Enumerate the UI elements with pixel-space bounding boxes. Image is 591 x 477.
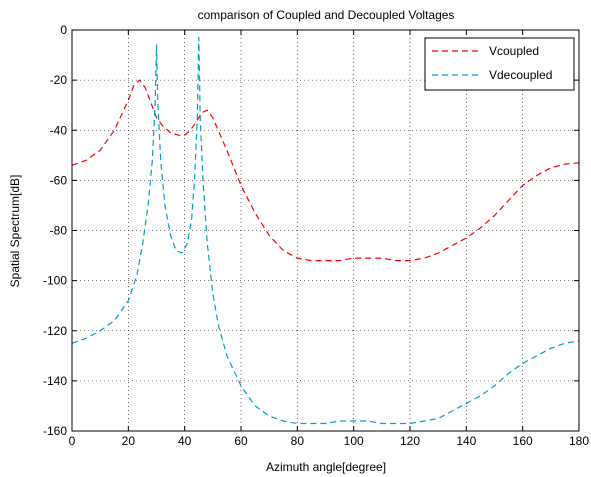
- y-tick-label: -160: [43, 424, 67, 438]
- grid-lines: [72, 30, 579, 431]
- y-tick-labels: 0 -20 -40 -60 -80 -100 -120 -140 -160: [43, 23, 67, 438]
- series-lines: [71, 36, 580, 425]
- y-tick-label: -60: [50, 173, 68, 187]
- tick-marks: [71, 29, 580, 432]
- y-tick-label: -40: [50, 123, 68, 137]
- y-tick-label: -80: [50, 224, 68, 238]
- x-tick-label: 180: [569, 434, 589, 448]
- x-tick-label: 120: [400, 434, 420, 448]
- x-tick-label: 60: [234, 434, 248, 448]
- x-axis-label: Azimuth angle[degree]: [266, 460, 386, 474]
- chart-title: comparison of Coupled and Decoupled Volt…: [198, 8, 455, 22]
- legend-box: [424, 37, 575, 91]
- y-axis-label: Spatial Spectrum[dB]: [8, 175, 22, 288]
- x-tick-label: 140: [456, 434, 476, 448]
- y-tick-label: -120: [43, 324, 67, 338]
- x-tick-label: 80: [291, 434, 305, 448]
- y-tick-label: -140: [43, 374, 67, 388]
- y-tick-label: -100: [43, 274, 67, 288]
- y-tick-label: 0: [60, 23, 67, 37]
- x-tick-label: 40: [178, 434, 192, 448]
- x-tick-label: 0: [69, 434, 76, 448]
- series-line-vdecoupled: [71, 36, 580, 425]
- legend-label-vdecoupled: Vdecoupled: [489, 68, 552, 82]
- y-tick-label: -20: [50, 73, 68, 87]
- series-line-vcoupled: [71, 79, 580, 262]
- x-tick-label: 160: [513, 434, 533, 448]
- legend: Vcoupled Vdecoupled: [424, 37, 575, 91]
- x-tick-labels: 0 20 40 60 80 100 120 140 160 180: [69, 434, 590, 448]
- x-tick-label: 20: [122, 434, 136, 448]
- x-tick-label: 100: [344, 434, 364, 448]
- legend-label-vcoupled: Vcoupled: [489, 44, 539, 58]
